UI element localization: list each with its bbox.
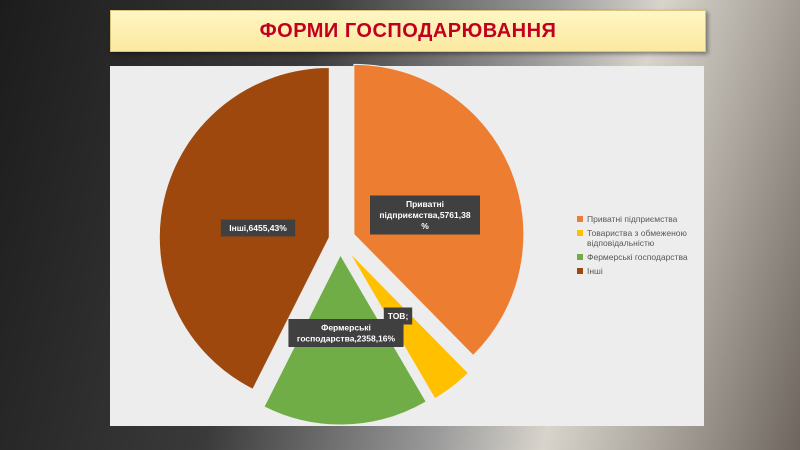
legend-label-private-enterprises: Приватні підприємства xyxy=(587,214,678,224)
data-label-box xyxy=(220,219,296,237)
legend-swatch-private-enterprises xyxy=(577,216,583,222)
data-label-text: господарства,2358,16% xyxy=(297,334,396,344)
data-label-text: Інші,6455,43% xyxy=(229,223,287,233)
data-label-box xyxy=(288,319,404,347)
data-label-text: % xyxy=(421,221,429,231)
data-label-text: Фермерські xyxy=(321,323,371,333)
data-label-box xyxy=(370,195,480,235)
legend-label-llc: Товариства з обмеженою xyxy=(587,228,688,238)
page-title: ФОРМИ ГОСПОДАРЮВАННЯ xyxy=(259,19,557,42)
pie-slice-llc xyxy=(348,251,470,400)
data-label-other: Інші,6455,43% xyxy=(220,219,296,237)
legend: Приватні підприємства Товариства з обмеже… xyxy=(577,214,688,276)
legend-label-llc: відповідальністю xyxy=(587,238,655,248)
legend-label-farms: Фермерські господарства xyxy=(587,252,688,262)
data-label-text: Приватні xyxy=(406,199,444,209)
legend-label-other: Інші xyxy=(587,266,603,276)
data-labels: Приватніпідприємства,5761,38%ТОВ;Фермерс… xyxy=(220,195,480,347)
title-banner: ФОРМИ ГОСПОДАРЮВАННЯ xyxy=(110,10,706,52)
data-label-text: підприємства,5761,38 xyxy=(379,210,470,220)
legend-swatch-other xyxy=(577,268,583,274)
data-label-text: ТОВ; xyxy=(388,311,409,321)
legend-swatch-llc xyxy=(577,230,583,236)
legend-swatch-farms xyxy=(577,254,583,260)
